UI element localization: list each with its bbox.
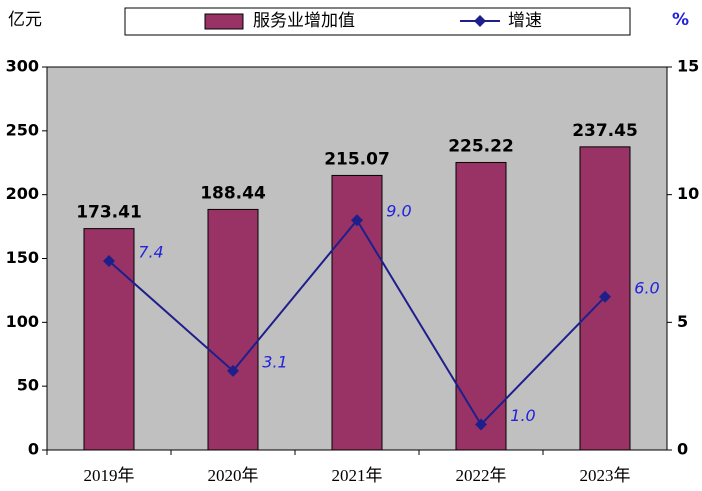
y-tick-label: 200 [6, 184, 39, 203]
line-value-label: 9.0 [386, 202, 411, 221]
x-tick-label: 2019年 [84, 466, 135, 485]
y-tick-label: 0 [28, 440, 39, 459]
line-marker [351, 214, 363, 227]
bar-value-label: 173.41 [76, 203, 142, 223]
y-axis-unit: 亿元 [8, 10, 42, 30]
y-tick-label: 150 [6, 248, 39, 267]
legend-swatch [204, 13, 244, 30]
y-tick-label: 50 [17, 376, 39, 395]
bar [207, 208, 259, 451]
legend-label: 增速 [508, 11, 542, 31]
y-tick-label: 100 [6, 312, 39, 331]
y-tick-label: 250 [6, 120, 39, 139]
line-marker [103, 255, 115, 268]
line-value-label: 7.4 [138, 243, 163, 262]
bar-value-label: 237.45 [572, 121, 638, 141]
bar-value-label: 225.22 [448, 136, 514, 156]
y2-tick-label: 5 [677, 312, 688, 331]
line-marker [227, 364, 239, 377]
line-value-label: 1.0 [510, 406, 535, 425]
legend-label: 服务业增加值 [253, 11, 355, 31]
bar-value-label: 188.44 [200, 183, 266, 203]
x-tick-label: 2021年 [332, 466, 383, 485]
x-tick-label: 2023年 [580, 466, 631, 485]
line-marker [599, 290, 611, 303]
y2-tick-label: 0 [677, 440, 688, 459]
y2-axis-unit: % [672, 10, 689, 30]
legend-marker [474, 15, 486, 27]
line-value-label: 3.1 [262, 352, 287, 371]
line-marker [475, 418, 487, 431]
legend-box [124, 7, 631, 36]
x-tick-label: 2022年 [456, 466, 507, 485]
line-value-label: 6.0 [634, 278, 659, 297]
bar-value-label: 215.07 [324, 149, 390, 169]
y-tick-label: 300 [6, 57, 39, 76]
bar [455, 161, 507, 451]
x-tick-label: 2020年 [208, 466, 259, 485]
y2-tick-label: 15 [677, 57, 699, 76]
bar [331, 174, 383, 451]
y2-tick-label: 10 [677, 184, 699, 203]
